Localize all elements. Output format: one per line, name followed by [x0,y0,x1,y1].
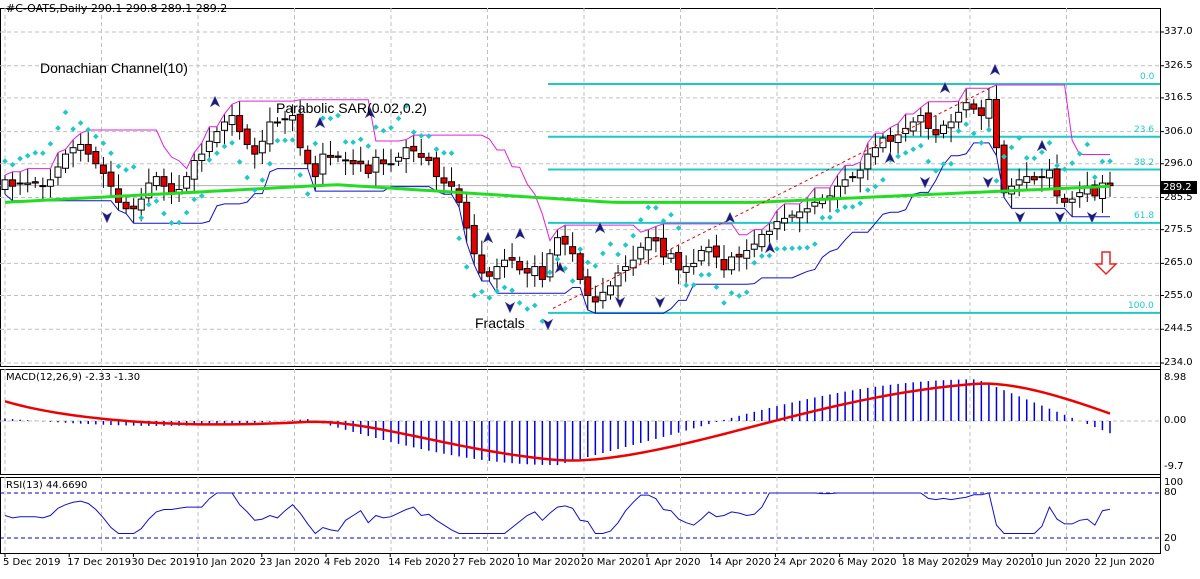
date-axis-label: 22 Jun 2020 [1094,557,1155,568]
fractals-label: Fractals [475,315,525,331]
price-axis-label: 306.0 [1164,125,1193,137]
macd-label: MACD(12,26,9) -2.33 -1.30 [6,372,141,383]
psar-label: Parabolic SAR(0.02,0.2) [276,100,427,116]
date-axis-label: 27 Feb 2020 [452,557,515,568]
rsi-axis-80: 80 [1164,487,1177,498]
date-axis-label: 1 Apr 2020 [645,557,701,568]
macd-axis-min: -9.7 [1164,461,1184,472]
date-axis-label: 20 Mar 2020 [580,557,645,568]
price-axis-label: 244.5 [1164,323,1193,335]
macd-axis-zero: 0.00 [1164,415,1187,426]
fib-level-label: 23.6 [1134,124,1155,135]
chart-title: #C-OATS,Daily 290.1 290.8 289.1 289.2 [6,2,228,15]
rsi-axis-100: 100 [1164,477,1184,488]
date-axis-label: 10 Jan 2020 [195,557,256,568]
date-axis-label: 29 May 2020 [966,557,1032,568]
date-axis-label: 10 Jun 2020 [1030,557,1091,568]
date-axis-label: 14 Feb 2020 [388,557,451,568]
date-axis-label: 17 Dec 2019 [67,557,132,568]
donchian-label: Donachian Channel(10) [40,60,188,76]
fib-level-label: 38.2 [1134,157,1155,168]
date-axis-label: 23 Jan 2020 [259,557,320,568]
date-axis-label: 18 May 2020 [901,557,968,568]
price-axis-label: 234.0 [1164,357,1193,368]
price-axis-label: 316.5 [1164,91,1193,103]
fib-level-label: 0.0 [1140,72,1155,83]
fib-level-label: 61.8 [1134,210,1155,221]
date-axis-label: 14 Apr 2020 [709,557,772,568]
current-price-tag: 289.2 [1161,181,1197,194]
rsi-axis-20: 20 [1164,533,1177,544]
date-axis-label: 5 Dec 2019 [3,557,61,568]
price-axis-label: 265.0 [1164,257,1193,269]
date-axis-label: 4 Feb 2020 [324,557,380,568]
date-axis-label: 30 Dec 2019 [131,557,196,568]
rsi-axis-0: 0 [1164,543,1171,554]
price-axis-label: 326.5 [1164,59,1193,71]
date-axis-label: 6 May 2020 [837,557,897,568]
price-axis-label: 337.0 [1164,26,1193,37]
price-axis-label: 275.5 [1164,223,1193,235]
price-axis-label: 296.0 [1164,157,1193,169]
fib-level-label: 100.0 [1128,300,1154,311]
price-axis-label: 255.0 [1164,289,1193,301]
date-axis-label: 24 Apr 2020 [773,557,836,568]
date-axis-label: 10 Mar 2020 [516,557,580,568]
macd-axis-max: 8.98 [1164,372,1187,383]
rsi-label: RSI(13) 44.6690 [6,480,88,491]
price-axis-label: 285.5 [1164,191,1193,203]
